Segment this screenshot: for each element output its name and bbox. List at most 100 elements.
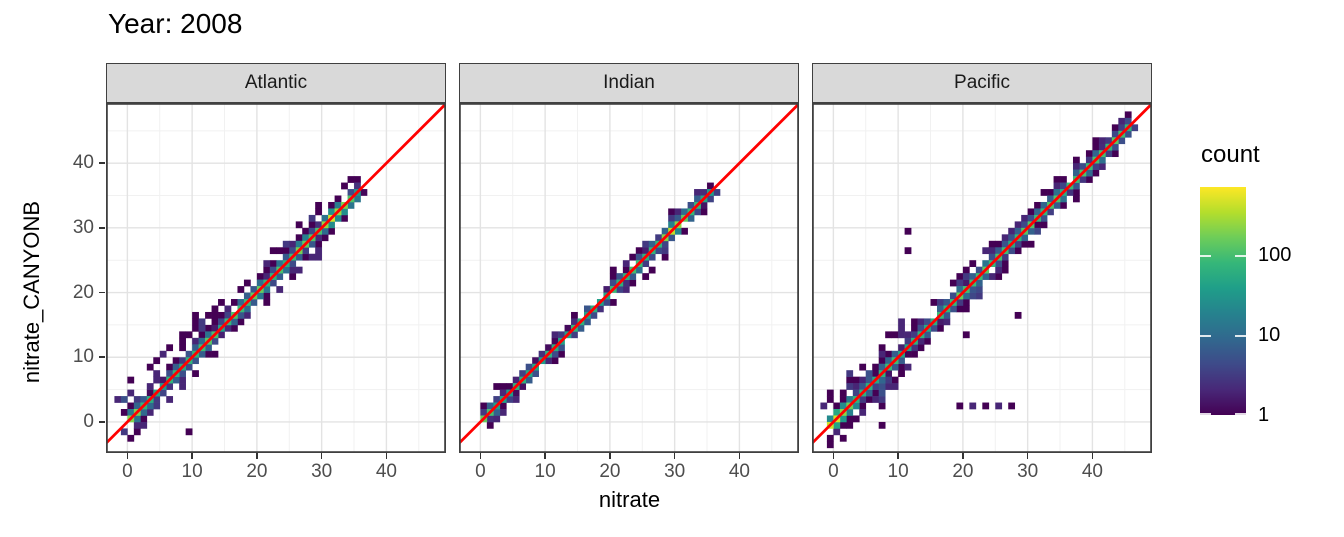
count-bin [1053,176,1061,183]
count-bin [878,376,886,384]
count-bin [480,409,488,416]
count-bin [648,240,656,248]
count-bin [166,344,174,352]
count-bin [198,337,206,345]
count-bin [694,208,701,216]
count-bin [936,318,944,326]
count-bin [263,292,271,300]
count-bin [308,227,316,235]
count-bin [237,311,245,319]
count-bin [114,396,122,403]
count-bin [995,402,1003,410]
count-bin [668,221,675,229]
count-bin [153,402,161,410]
count-bin [192,357,199,365]
count-bin [911,331,918,339]
count-bin [289,260,297,268]
count-bin [661,247,669,255]
count-bin [995,266,1003,274]
count-bin [295,234,303,242]
count-bin [211,350,219,358]
count-bin [616,286,624,293]
count-bin [852,383,860,390]
x-tick-mark [256,453,258,459]
count-bin [943,299,951,306]
count-bin [629,253,637,261]
count-bin [949,305,957,313]
count-bin [969,273,977,280]
count-bin [930,299,938,306]
count-bin [839,434,847,442]
count-bin [911,344,918,352]
count-bin [661,227,669,235]
count-bin [917,324,925,332]
count-bin [1105,150,1113,158]
count-bin [898,331,905,339]
count-bin [354,182,361,190]
x-tick-label: 10 [181,461,203,482]
y-axis-title: nitrate_CANYONB [19,200,44,384]
count-bin [859,376,867,384]
count-bin [1072,156,1080,164]
count-bin [1001,240,1009,248]
count-bin [1098,137,1106,145]
count-bin [846,396,854,403]
count-bin [681,208,688,216]
count-bin [642,260,650,268]
count-bin [205,324,212,332]
count-bin [975,279,983,287]
count-bin [975,286,983,293]
count-bin [1092,163,1100,170]
count-bin [1092,143,1100,151]
count-bin [133,415,141,423]
count-bin [681,227,688,235]
count-bin [153,370,161,377]
count-bin [192,318,199,326]
legend-tick-label: 1 [1258,404,1270,426]
count-bin [276,273,284,280]
count-bin [1001,266,1009,274]
count-bin [205,344,212,352]
count-bin [295,240,303,248]
count-bin [519,370,527,377]
count-bin [250,286,258,293]
count-bin [302,253,310,261]
count-bin [480,402,488,410]
count-bin [120,428,128,436]
count-bin [616,273,624,280]
count-bin [936,305,944,313]
count-bin [354,176,361,183]
count-bin [1040,189,1048,196]
count-bin [532,370,539,377]
x-tick-mark [962,453,964,459]
count-bin [1040,214,1048,222]
count-bin [911,324,918,332]
count-bin [904,227,912,235]
count-bin [1079,176,1087,183]
x-tick-mark [673,453,676,459]
count-bin [571,318,578,326]
count-bin [1008,227,1016,235]
count-bin [878,363,886,371]
count-bin [328,221,335,229]
count-bin [341,182,348,190]
count-bin [622,266,630,274]
count-bin [256,273,264,280]
count-bin [224,311,232,319]
count-bin [289,240,297,248]
legend-tick-mark [1235,255,1246,257]
x-tick-mark [832,453,835,459]
legend-tick-mark [1235,413,1246,415]
count-bin [629,279,637,287]
count-bin [334,214,342,222]
count-bin [341,208,348,216]
count-bin [668,208,675,216]
count-bin [629,273,637,280]
count-bin [159,376,167,384]
count-bin [1021,234,1028,242]
count-bin [936,299,944,306]
count-bin [904,350,912,358]
facet-strip-label: Indian [603,72,655,93]
count-bin [839,415,847,423]
count-bin [956,273,964,280]
